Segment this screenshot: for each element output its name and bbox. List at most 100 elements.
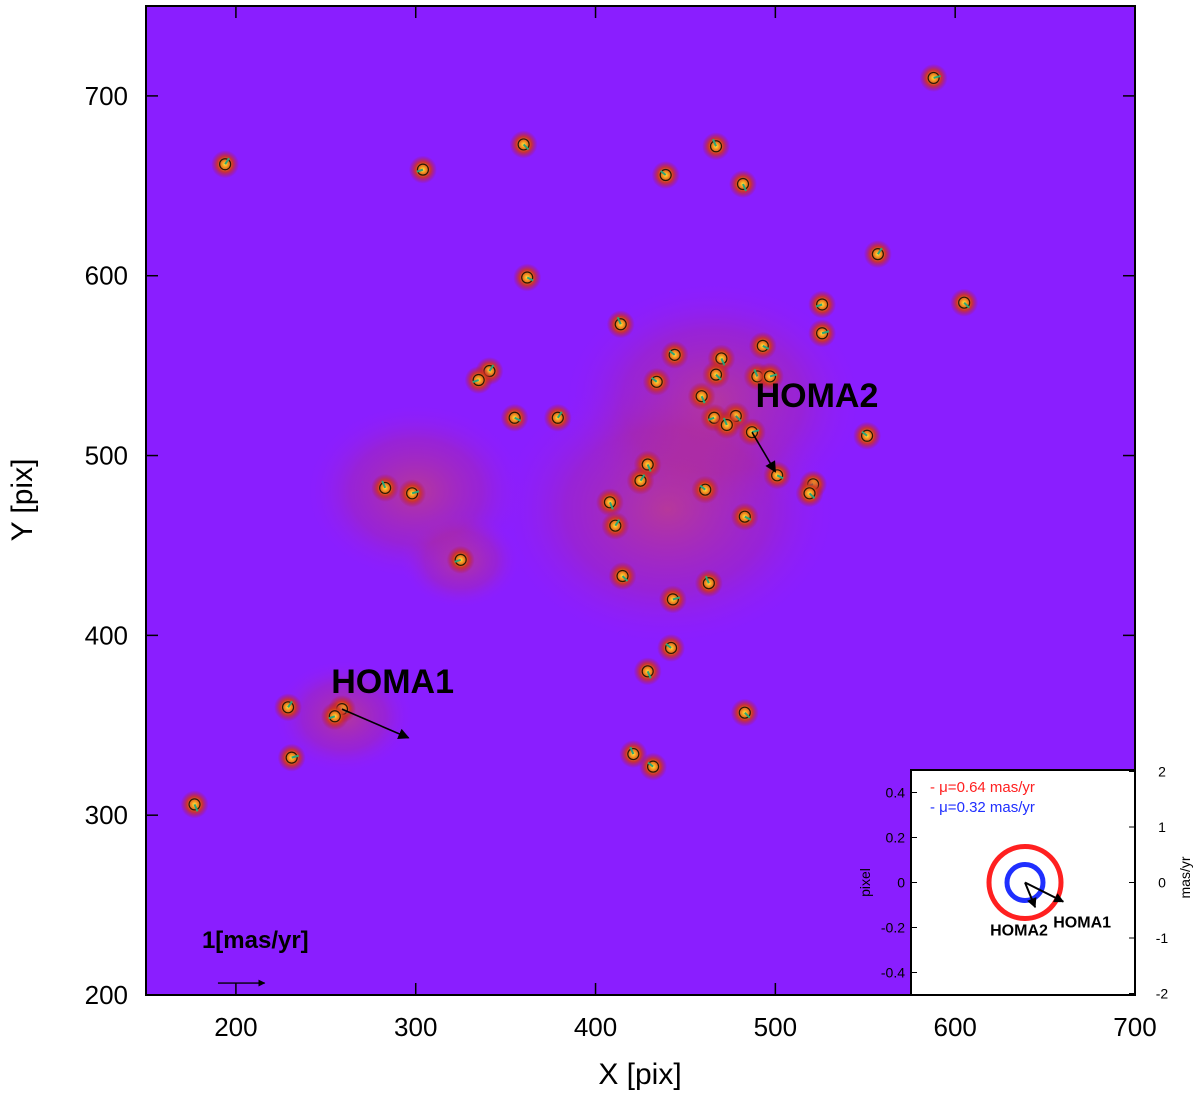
motion-vector <box>621 575 629 582</box>
motion-vector <box>963 301 970 309</box>
motion-vector <box>287 700 293 708</box>
star-source <box>691 475 720 504</box>
star-marker <box>650 375 663 388</box>
inset-right-tick-label: -2 <box>1156 986 1169 1002</box>
inset-left-tick-label: -0.4 <box>881 965 905 981</box>
motion-vector <box>707 416 715 421</box>
star-marker <box>627 747 640 761</box>
star-marker <box>517 138 530 151</box>
motion-vector <box>411 490 420 495</box>
star-source <box>408 155 437 184</box>
star-source <box>763 461 792 490</box>
star-source <box>808 319 837 348</box>
star-source <box>211 150 240 179</box>
star-source <box>642 367 671 396</box>
star-source <box>595 488 624 517</box>
inset-panel: 0.4 0.2 0 -0.2 -0.4 2 1 0 -1 -2 pixel mas/yr - μ=0.6… <box>857 764 1193 1002</box>
inset-frame <box>910 769 1136 996</box>
star-marker <box>659 168 672 182</box>
axes: 200 300 400 500 600 700 200 300 400 500 600 700 <box>85 6 1157 1042</box>
inset-vector-label: HOMA1 <box>1053 915 1111 932</box>
inset-content: 0.4 0.2 0 -0.2 -0.4 2 1 0 -1 -2 pixel mas/yr - μ=0.6… <box>857 764 1193 1002</box>
motion-vector <box>861 430 868 437</box>
star-marker <box>709 140 723 153</box>
star-marker <box>738 706 751 719</box>
motion-vector <box>647 761 654 768</box>
inset-left-tick-label: 0.2 <box>886 830 906 846</box>
star-marker <box>871 248 884 261</box>
inset-right-tick-label: 2 <box>1158 764 1166 780</box>
inset-legend-entry: - μ=0.64 mas/yr <box>930 779 1035 796</box>
star-marker <box>609 519 622 532</box>
star-marker <box>634 474 647 487</box>
motion-vector <box>556 411 563 419</box>
star-marker <box>756 339 769 352</box>
motion-vector <box>651 377 658 383</box>
star-marker <box>803 487 816 500</box>
motion-vector <box>769 373 778 378</box>
star-source <box>808 290 837 319</box>
y-tick-label: 600 <box>85 261 128 291</box>
y-tick-label: 500 <box>85 441 128 471</box>
x-tick-label: 700 <box>1113 1012 1156 1042</box>
star-source <box>606 310 635 339</box>
star-marker <box>958 296 971 309</box>
star-halo <box>863 240 892 269</box>
star-marker <box>188 798 201 811</box>
star-source <box>371 473 400 502</box>
motion-vector <box>646 670 652 679</box>
star-source <box>919 63 948 92</box>
star-source <box>446 545 475 574</box>
star-marker <box>771 469 784 482</box>
inset-left-axis-label: pixel <box>857 868 873 897</box>
star-marker <box>668 348 681 361</box>
y-tick-label: 400 <box>85 620 128 650</box>
inset-ring <box>986 844 1064 921</box>
star-source <box>728 170 757 199</box>
x-tick-label: 500 <box>754 1012 797 1042</box>
inset-ring <box>1004 862 1046 903</box>
star-source <box>657 633 686 662</box>
star-source <box>687 382 716 411</box>
star-sources <box>180 63 979 819</box>
inset-right-tick-label: 1 <box>1158 819 1166 835</box>
star-marker <box>664 641 678 655</box>
star-source <box>755 362 784 391</box>
y-tick-label: 700 <box>85 81 128 111</box>
star-marker <box>816 327 829 340</box>
star-source <box>398 479 427 508</box>
motion-vector <box>712 138 717 147</box>
star-marker <box>379 481 392 495</box>
inset-right-tick-label: -1 <box>1156 930 1169 946</box>
motion-vector <box>526 276 534 282</box>
annotation-label: HOMA2 <box>756 377 879 415</box>
star-source <box>702 132 731 161</box>
star-marker <box>745 426 759 439</box>
star-source <box>694 569 723 598</box>
motion-vector <box>660 170 667 176</box>
star-marker <box>285 751 298 764</box>
annotations: HOMA1 HOMA2 1[mas/yr] <box>202 377 879 987</box>
star-marker <box>763 370 777 383</box>
x-axis-title: X [pix] <box>598 1058 681 1091</box>
motion-vector <box>472 379 479 383</box>
motion-vector <box>514 416 522 422</box>
star-marker <box>551 411 564 424</box>
x-tick-label: 600 <box>933 1012 976 1042</box>
plot-frame <box>145 5 1136 996</box>
star-source <box>748 331 777 360</box>
y-tick-label: 300 <box>85 800 128 830</box>
star-marker <box>614 318 627 331</box>
star-source <box>730 502 759 531</box>
inset-right-tick-label: 0 <box>1158 875 1166 891</box>
star-marker <box>699 483 712 496</box>
motion-vector <box>224 157 230 165</box>
motion-vector <box>454 558 461 563</box>
star-marker <box>736 177 750 191</box>
inset-left-tick-label: -0.2 <box>881 920 905 936</box>
star-marker <box>666 593 679 606</box>
motion-vector <box>614 519 621 527</box>
inset-legend-entry: - μ=0.32 mas/yr <box>930 799 1035 816</box>
star-source <box>633 657 662 686</box>
x-tick-label: 400 <box>574 1012 617 1042</box>
